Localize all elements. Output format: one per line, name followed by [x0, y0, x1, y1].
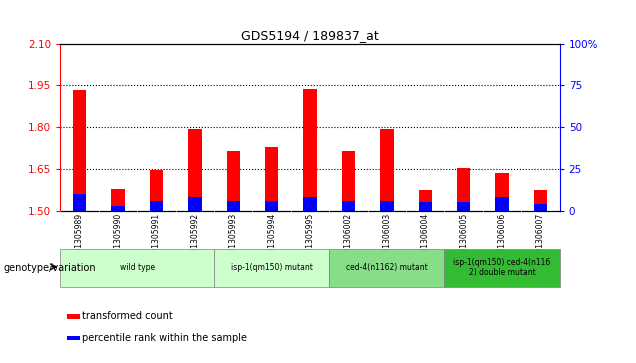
- Bar: [457, 168, 471, 211]
- Bar: [149, 170, 163, 211]
- Bar: [457, 202, 471, 211]
- Bar: [380, 129, 394, 211]
- Bar: [445, 249, 560, 287]
- Text: GSM1306006: GSM1306006: [497, 212, 506, 264]
- Text: GSM1305993: GSM1305993: [229, 212, 238, 264]
- Text: ced-4(n1162) mutant: ced-4(n1162) mutant: [346, 263, 428, 272]
- Text: GSM1306002: GSM1306002: [344, 212, 353, 264]
- Bar: [73, 90, 86, 211]
- Bar: [67, 336, 80, 340]
- Bar: [418, 190, 432, 211]
- Bar: [534, 190, 547, 211]
- Bar: [111, 189, 125, 211]
- Bar: [265, 200, 279, 211]
- Text: GSM1306007: GSM1306007: [536, 212, 545, 264]
- Bar: [67, 314, 80, 319]
- Bar: [111, 205, 125, 211]
- Bar: [534, 204, 547, 211]
- Bar: [73, 194, 86, 211]
- Bar: [418, 202, 432, 211]
- Text: GSM1306005: GSM1306005: [459, 212, 468, 264]
- Text: GSM1305992: GSM1305992: [190, 212, 199, 264]
- Bar: [303, 197, 317, 211]
- Bar: [265, 147, 279, 211]
- Text: transformed count: transformed count: [83, 311, 173, 321]
- Text: GSM1305994: GSM1305994: [267, 212, 276, 264]
- Title: GDS5194 / 189837_at: GDS5194 / 189837_at: [241, 29, 379, 42]
- Bar: [342, 151, 355, 211]
- Bar: [226, 200, 240, 211]
- Bar: [214, 249, 329, 287]
- Text: GSM1306003: GSM1306003: [382, 212, 391, 264]
- Text: GSM1305995: GSM1305995: [305, 212, 315, 264]
- Text: isp-1(qm150) ced-4(n116
2) double mutant: isp-1(qm150) ced-4(n116 2) double mutant: [453, 258, 551, 277]
- Bar: [495, 197, 509, 211]
- Bar: [188, 129, 202, 211]
- Text: wild type: wild type: [120, 263, 155, 272]
- Bar: [303, 89, 317, 211]
- Bar: [380, 200, 394, 211]
- Bar: [329, 249, 445, 287]
- Text: isp-1(qm150) mutant: isp-1(qm150) mutant: [231, 263, 312, 272]
- Bar: [60, 249, 214, 287]
- Text: percentile rank within the sample: percentile rank within the sample: [83, 333, 247, 343]
- Text: GSM1305989: GSM1305989: [75, 212, 84, 264]
- Bar: [226, 151, 240, 211]
- Bar: [342, 200, 355, 211]
- Text: GSM1306004: GSM1306004: [421, 212, 430, 264]
- Text: GSM1305990: GSM1305990: [114, 212, 123, 264]
- Text: genotype/variation: genotype/variation: [3, 262, 96, 273]
- Text: GSM1305991: GSM1305991: [152, 212, 161, 264]
- Bar: [188, 197, 202, 211]
- Bar: [149, 200, 163, 211]
- Bar: [495, 173, 509, 211]
